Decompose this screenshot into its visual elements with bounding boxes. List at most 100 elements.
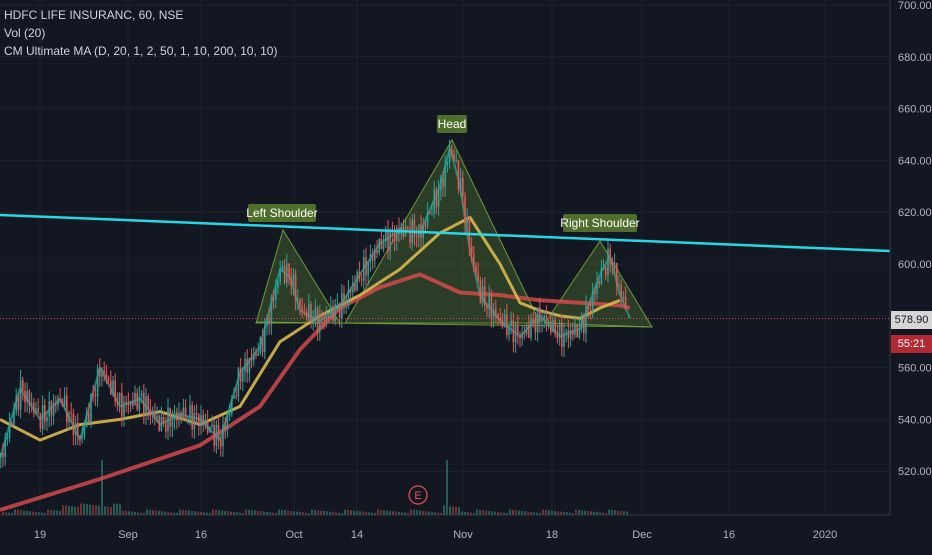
volume-bar: [545, 509, 547, 515]
candle-body: [167, 408, 169, 432]
volume-bar: [626, 511, 628, 515]
candle-body: [121, 392, 123, 417]
candle-body: [466, 218, 468, 224]
candle-body: [59, 398, 61, 402]
volume-bar: [362, 511, 364, 515]
candle-body: [195, 413, 198, 415]
ma-slow-line: [0, 272, 631, 512]
candle-body: [88, 412, 90, 423]
volume-bar: [554, 510, 556, 515]
volume-bar: [494, 511, 496, 515]
candle-body: [297, 299, 299, 301]
candle-body: [486, 304, 488, 309]
candle-body: [220, 439, 222, 447]
volume-bar: [314, 509, 316, 515]
volume-bar: [305, 512, 307, 515]
volume-bar: [581, 510, 583, 515]
volume-bar: [383, 510, 385, 515]
volume-bar: [140, 512, 142, 515]
label-head: Head: [438, 117, 467, 131]
pattern-labels: Left Shoulder Head Right Shoulder E: [246, 115, 640, 505]
volume-bar: [179, 509, 181, 515]
candle-body: [261, 337, 264, 352]
candle-body: [321, 315, 323, 320]
legend-indicator[interactable]: CM Ultimate MA (D, 20, 1, 2, 50, 1, 10, …: [4, 44, 278, 58]
volume-bar: [296, 511, 298, 515]
candle-body: [488, 294, 490, 309]
volume-bar: [413, 509, 415, 515]
neckline-trendline[interactable]: [0, 213, 891, 253]
candle-body: [165, 423, 167, 432]
candle-body: [352, 283, 354, 293]
volume-bar: [599, 512, 601, 515]
legend-volume[interactable]: Vol (20): [4, 26, 46, 40]
legend: HDFC LIFE INSURANC, 60, NSE Vol (20) CM …: [4, 6, 277, 60]
candle-body: [310, 304, 312, 324]
candle-body: [231, 398, 233, 415]
volume-bar: [284, 510, 286, 515]
candle-body: [338, 303, 341, 319]
candle-body: [46, 416, 48, 422]
candle-body: [503, 314, 506, 327]
volume-bar: [488, 510, 490, 515]
volume-bar: [227, 511, 229, 515]
candle-body: [453, 154, 455, 161]
volume-bar: [353, 510, 355, 515]
legend-title[interactable]: HDFC LIFE INSURANC, 60, NSE: [4, 8, 184, 22]
price-tick-label: 540.00: [898, 414, 932, 426]
candle-body: [464, 196, 466, 224]
volume-bar: [350, 510, 352, 515]
candle-body: [497, 313, 499, 318]
candle-body: [182, 407, 185, 419]
volume-bar: [572, 513, 574, 515]
volume-bar: [92, 504, 94, 515]
candle-body: [24, 390, 26, 403]
volume-bar: [344, 509, 346, 515]
candle-body: [253, 353, 255, 361]
candle-body: [517, 325, 519, 335]
candle-body: [525, 324, 528, 335]
time-tick-label: Dec: [632, 529, 652, 541]
grid: [0, 0, 890, 515]
volume-bar: [26, 510, 28, 515]
candle-body: [125, 401, 127, 403]
candle-body: [624, 296, 627, 310]
price-tick-label: 660.00: [898, 104, 932, 116]
candle-body: [550, 321, 552, 333]
volume-bar: [224, 510, 226, 515]
candle-body: [114, 380, 116, 402]
candle-body: [275, 288, 277, 300]
label-right-shoulder: Right Shoulder: [560, 216, 639, 230]
volume-bar: [395, 511, 397, 515]
candle-body: [215, 425, 218, 446]
volume-bar: [308, 513, 310, 515]
volume-bar: [347, 509, 349, 515]
volume-bar: [251, 510, 253, 515]
volume-bar: [584, 510, 586, 515]
candle-body: [569, 329, 572, 339]
candle-body: [349, 290, 352, 293]
volume-bar: [272, 512, 274, 515]
candle-body: [347, 290, 350, 300]
volume-bar: [491, 511, 493, 515]
volume-bar: [176, 513, 178, 515]
candle-body: [151, 410, 154, 415]
candle-body: [173, 412, 176, 420]
candle-body: [618, 285, 620, 287]
candle-body: [301, 306, 303, 312]
volume-bar: [593, 511, 595, 515]
candle-body: [200, 415, 202, 426]
volume-bar: [620, 510, 622, 515]
candle-body: [341, 293, 343, 319]
volume-bar: [623, 511, 625, 515]
volume-bar: [425, 511, 427, 515]
candle-body: [578, 327, 581, 338]
candle-body: [123, 401, 125, 417]
volume-bar: [368, 512, 370, 515]
candle-body: [242, 371, 244, 382]
candle-body: [255, 353, 257, 356]
candle-body: [356, 271, 358, 291]
volume-bar: [575, 509, 577, 515]
